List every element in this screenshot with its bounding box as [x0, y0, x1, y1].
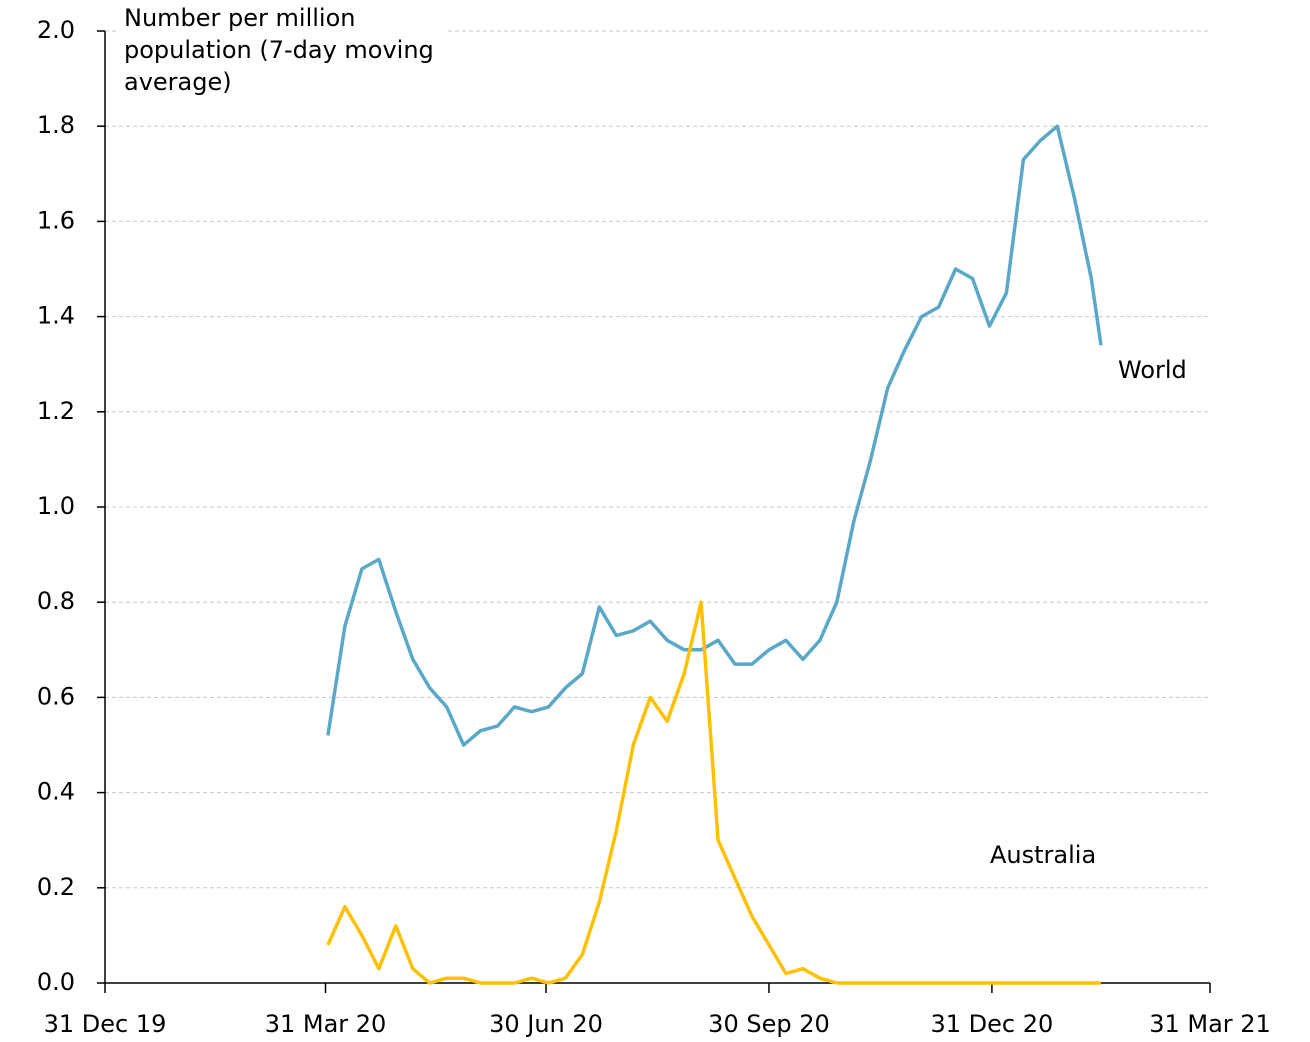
series-label-bg	[982, 838, 1142, 874]
y-tick-label: 0.0	[37, 968, 75, 996]
series-label: Australia	[990, 841, 1096, 869]
series-label: World	[1118, 356, 1187, 384]
y-tick-label: 1.4	[37, 302, 75, 330]
y-tick-label: 1.6	[37, 206, 75, 234]
x-tick-label: 31 Dec 20	[931, 1010, 1054, 1038]
x-tick-label: 31 Mar 21	[1149, 1010, 1271, 1038]
y-tick-label: 1.2	[37, 397, 75, 425]
series-line	[326, 124, 1103, 747]
y-tick-label: 1.8	[37, 111, 75, 139]
x-tick-label: 31 Mar 20	[265, 1010, 387, 1038]
series-line	[326, 600, 1101, 985]
y-tick-label: 1.0	[37, 492, 75, 520]
y-tick-label: 0.6	[37, 682, 75, 710]
y-tick-label: 2.0	[37, 16, 75, 44]
x-tick-label: 30 Sep 20	[708, 1010, 830, 1038]
y-axis-label-box: Number per million population (7-day mov…	[118, 2, 448, 98]
x-tick-label: 31 Dec 19	[44, 1010, 167, 1038]
series-label-bg	[1110, 353, 1206, 389]
y-axis-label: Number per million population (7-day mov…	[118, 2, 448, 98]
y-tick-label: 0.4	[37, 778, 75, 806]
y-tick-label: 0.8	[37, 587, 75, 615]
y-tick-label: 0.2	[37, 873, 75, 901]
x-tick-label: 30 Jun 20	[489, 1010, 603, 1038]
